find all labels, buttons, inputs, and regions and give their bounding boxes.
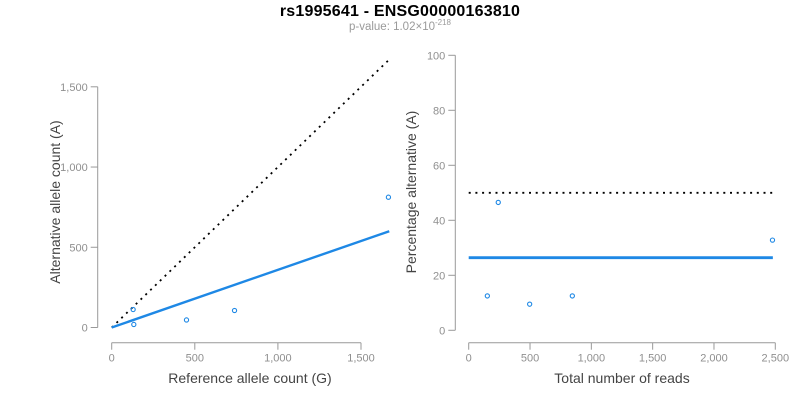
y-tick-label: 60: [433, 160, 445, 172]
x-tick-label: 0: [109, 353, 115, 365]
left-plot-area: 0 500 1,000 1,500 0 500 1,000 1,500: [60, 58, 392, 365]
pvalue-exponent: -218: [434, 18, 451, 28]
right-plot-area: 0 500 1,000 1,500 2,000 2,500 0 20 40 60 80 100: [427, 50, 789, 364]
y-tick-label: 1,500: [60, 82, 88, 94]
data-point: [183, 317, 190, 323]
right-x-axis-title: Total number of reads: [554, 370, 689, 386]
left-scatter-plot: 0 500 1,000 1,500 0 500 1,000 1,500 Reference a…: [47, 58, 392, 386]
left-x-axis-title: Reference allele count (G): [168, 370, 331, 386]
y-tick-label: 40: [433, 215, 445, 227]
data-point: [131, 321, 137, 328]
data-point: [385, 194, 392, 200]
identity-line: [111, 58, 390, 329]
fit-line: [111, 230, 390, 329]
y-tick-label: 20: [433, 270, 445, 282]
y-tick-label: 0: [439, 325, 445, 337]
x-tick-label: 500: [186, 353, 204, 365]
data-point: [527, 301, 533, 307]
x-tick-label: 1,500: [639, 353, 667, 365]
data-point: [130, 306, 136, 313]
x-tick-label: 0: [466, 353, 472, 365]
right-scatter-plot: 0 500 1,000 1,500 2,000 2,500 0 20 40 60 80 100 Tot…: [403, 50, 789, 386]
figure-subtitle: p-value: 1.02×10-218: [0, 18, 800, 33]
y-tick-label: 500: [69, 242, 87, 254]
y-tick-label: 100: [427, 50, 445, 62]
x-tick-label: 500: [521, 353, 539, 365]
data-point: [769, 237, 776, 243]
data-point: [495, 199, 501, 206]
right-y-axis-title: Percentage alternative (A): [403, 111, 419, 274]
data-point: [484, 293, 490, 299]
x-tick-label: 1,500: [347, 353, 375, 365]
figure-title: rs1995641 - ENSG00000163810: [279, 3, 521, 20]
y-tick-label: 0: [82, 323, 88, 335]
y-tick-label: 1,000: [60, 162, 88, 174]
pvalue-text: p-value: 1.02×10: [348, 21, 435, 33]
left-y-axis-title: Alternative allele count (A): [47, 120, 63, 283]
y-tick-label: 80: [433, 105, 445, 117]
data-point: [569, 293, 575, 299]
x-tick-label: 2,000: [700, 353, 728, 365]
data-point: [231, 307, 238, 314]
x-tick-label: 1,000: [578, 353, 606, 365]
x-tick-label: 1,000: [264, 353, 292, 365]
x-tick-label: 2,500: [762, 353, 790, 365]
